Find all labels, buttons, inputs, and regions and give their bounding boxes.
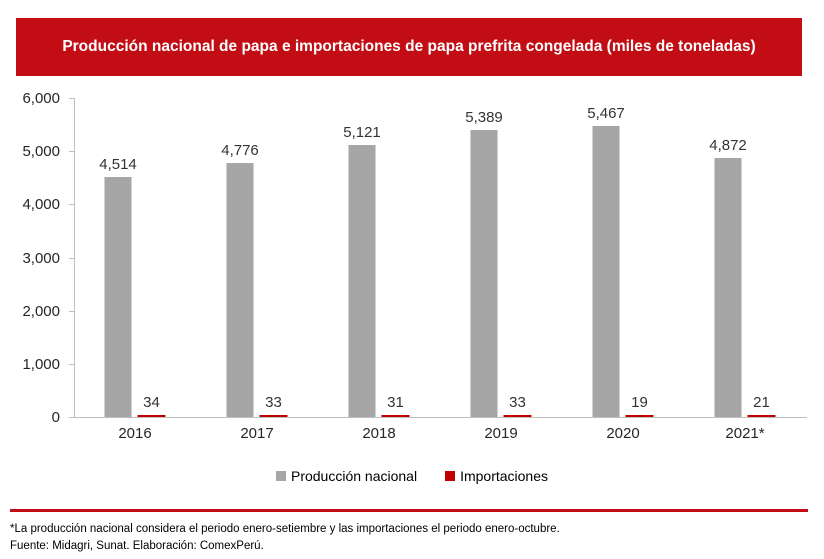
- bar-importaciones: 19: [625, 394, 654, 417]
- footer-divider-line: [10, 509, 808, 512]
- bar-produccion-nacional: 5,389: [465, 109, 503, 417]
- bar-value-label: 31: [387, 394, 404, 411]
- bar-group: 4,872 21 2021*: [684, 98, 806, 442]
- bar-value-label: 34: [143, 394, 160, 411]
- source-text: Fuente: Midagri, Sunat. Elaboración: Com…: [10, 539, 264, 552]
- x-axis-label: 2021*: [725, 425, 765, 442]
- y-tick-mark: [69, 257, 74, 259]
- plot-groups: 4,514 34 2016 4,776 33 2017 5,121 31 2018 5,389 33…: [74, 98, 806, 442]
- x-axis-label: 2019: [484, 425, 518, 442]
- legend-label-produccion-nacional: Producción nacional: [290, 468, 418, 484]
- y-tick-label: 3,000: [22, 249, 60, 267]
- bar-produccion-nacional: 5,121: [343, 124, 381, 417]
- chart-legend: Producción nacional Importaciones: [0, 468, 824, 484]
- x-axis-label: 2018: [362, 425, 396, 442]
- bar-value-label: 33: [509, 394, 526, 411]
- bar-group: 5,467 19 2020: [562, 98, 684, 442]
- bar-value-label: 5,389: [465, 109, 503, 126]
- x-axis-label: 2020: [606, 425, 640, 442]
- chart-title: Producción nacional de papa e importacio…: [62, 38, 756, 55]
- y-tick-label: 4,000: [22, 196, 60, 214]
- y-axis: 6,000 5,000 4,000 3,000 2,000 1,000 0: [0, 90, 74, 426]
- y-tick-label: 2,000: [22, 302, 60, 320]
- x-axis-label: 2016: [118, 425, 152, 442]
- bar-produccion-nacional: 4,872: [709, 137, 747, 417]
- legend-item-importaciones: Importaciones: [445, 468, 548, 484]
- y-tick-label: 5,000: [22, 143, 60, 161]
- bar-value-label: 5,121: [343, 124, 381, 141]
- bar-importaciones: 33: [259, 394, 288, 417]
- bar-value-label: 4,514: [99, 156, 137, 173]
- legend-item-produccion-nacional: Producción nacional: [275, 468, 418, 484]
- y-tick-label: 1,000: [22, 355, 60, 373]
- y-tick-mark: [69, 363, 74, 365]
- bar-value-label: 5,467: [587, 105, 625, 122]
- bar-group: 4,776 33 2017: [196, 98, 318, 442]
- bar-produccion-nacional: 4,776: [221, 142, 259, 417]
- bar-value-label: 4,776: [221, 142, 259, 159]
- bar-group: 5,389 33 2019: [440, 98, 562, 442]
- bar-importaciones: 34: [137, 394, 166, 417]
- bar-importaciones: 33: [503, 394, 532, 417]
- bar-importaciones: 31: [381, 394, 410, 417]
- y-tick-mark: [69, 204, 74, 206]
- bar-importaciones: 21: [747, 394, 776, 417]
- bar-group: 4,514 34 2016: [74, 98, 196, 442]
- legend-swatch-produccion-nacional: [275, 471, 286, 481]
- footnote-text: *La producción nacional considera el per…: [10, 523, 560, 535]
- x-axis-line: [69, 417, 807, 418]
- bar-value-label: 4,872: [709, 137, 747, 154]
- y-tick-label: 0: [51, 409, 60, 426]
- bar-value-label: 21: [753, 394, 770, 411]
- y-tick-mark: [69, 98, 74, 99]
- y-axis-line: [74, 98, 75, 418]
- bar-value-label: 19: [631, 394, 648, 411]
- y-tick-label: 6,000: [22, 90, 60, 107]
- legend-swatch-importaciones: [445, 471, 456, 481]
- legend-label-importaciones: Importaciones: [460, 468, 549, 484]
- y-tick-mark: [69, 151, 74, 153]
- x-axis-label: 2017: [240, 425, 274, 442]
- y-tick-mark: [69, 310, 74, 312]
- bar-produccion-nacional: 5,467: [587, 105, 625, 417]
- footer: *La producción nacional considera el per…: [10, 521, 810, 554]
- chart-title-banner: Producción nacional de papa e importacio…: [16, 18, 802, 76]
- bar-group: 5,121 31 2018: [318, 98, 440, 442]
- bar-produccion-nacional: 4,514: [99, 156, 137, 417]
- bar-value-label: 33: [265, 394, 282, 411]
